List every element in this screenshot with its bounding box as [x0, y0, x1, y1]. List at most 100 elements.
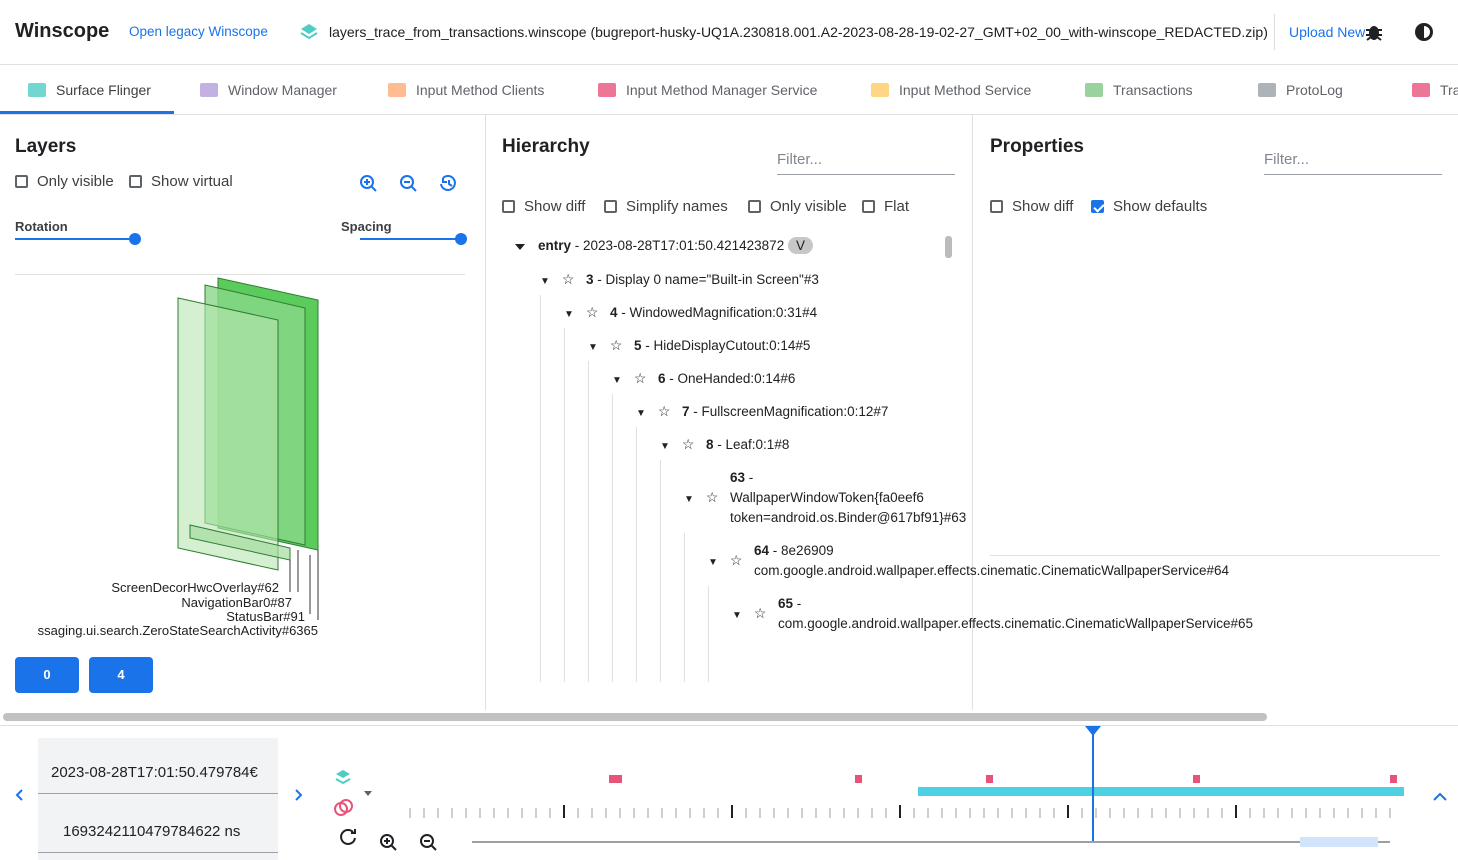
node-id: 64 — [754, 543, 770, 558]
node-icons[interactable]: ▼ ☆ — [708, 552, 743, 568]
tab-divider — [0, 114, 1458, 115]
tab[interactable]: Input Method Clients — [388, 65, 544, 114]
tree-node[interactable]: 3 - Display 0 name="Built-in Screen"#3 — [586, 270, 940, 290]
display-button[interactable]: 4 — [89, 657, 153, 693]
tab-icon — [871, 82, 889, 97]
checkbox[interactable]: Only visible — [748, 198, 847, 215]
view-controls[interactable] — [358, 173, 463, 195]
upload-button[interactable]: Upload New — [1274, 14, 1365, 50]
tab-label: Window Manager — [228, 81, 337, 98]
tab-label: Input Method Manager Service — [626, 81, 818, 98]
layers-3d-view — [177, 277, 319, 620]
checkbox-label: Show diff — [1012, 198, 1074, 215]
timestamp-input[interactable]: 2023-08-28T17:01:50.479784€ — [51, 764, 258, 781]
root-timestamp: - 2023-08-28T17:01:50.421423872 — [574, 238, 785, 253]
tree-node[interactable]: 63 - WallpaperWindowToken{fa0eef6 token=… — [730, 468, 966, 528]
tree-node[interactable]: 8 - Leaf:0:1#8 — [706, 435, 940, 455]
node-icons[interactable]: ▼ ☆ — [588, 337, 623, 353]
tree-guide — [612, 394, 613, 682]
display-button[interactable]: 0 — [15, 657, 79, 693]
tree-clip — [486, 692, 972, 712]
tab[interactable]: Input Method Manager Service — [598, 65, 817, 114]
tree-node[interactable]: 5 - HideDisplayCutout:0:14#5 — [634, 336, 940, 356]
layer-label: StatusBar#91 — [226, 609, 305, 624]
expand-icon[interactable] — [514, 242, 526, 252]
node-name: - FullscreenMagnification:0:12#7 — [693, 404, 889, 419]
tab[interactable]: Tra — [1412, 65, 1458, 114]
sliders[interactable] — [15, 230, 475, 248]
checkbox-label: Only visible — [37, 173, 114, 190]
legacy-link[interactable]: Open legacy Winscope — [129, 24, 268, 39]
node-name: - WallpaperWindowToken{fa0eef6 token=and… — [730, 470, 967, 525]
checkbox[interactable]: Simplify names — [604, 198, 728, 215]
node-icons[interactable]: ▼ ☆ — [540, 271, 575, 287]
node-id: 6 — [658, 371, 666, 386]
tree-node[interactable]: 7 - FullscreenMagnification:0:12#7 — [682, 402, 940, 422]
filter-input[interactable]: Filter... — [777, 151, 955, 175]
slider-label: Rotation — [15, 219, 68, 234]
tab-icon — [200, 82, 218, 97]
checkbox[interactable]: Show defaults — [1091, 198, 1207, 215]
file-name: layers_trace_from_transactions.winscope … — [329, 24, 1268, 40]
checkbox-box — [748, 200, 761, 213]
bug-icon[interactable] — [1364, 22, 1384, 42]
tree-node[interactable]: 64 - 8e26909 com.google.android.wallpape… — [754, 541, 1229, 581]
tree-node[interactable]: 65 - com.google.android.wallpaper.effect… — [778, 594, 1253, 634]
checkbox[interactable]: Show virtual — [129, 173, 233, 190]
tab-label: Input Method Service — [899, 81, 1032, 98]
theme-icon[interactable] — [1413, 21, 1435, 43]
scrollbar[interactable] — [945, 236, 952, 258]
checkbox[interactable]: Show diff — [502, 198, 585, 215]
checkbox-box — [502, 200, 515, 213]
tab[interactable]: Window Manager — [200, 65, 337, 114]
checkbox[interactable]: Show diff — [990, 198, 1073, 215]
tree-root[interactable]: entry - 2023-08-28T17:01:50.421423872 V — [538, 237, 813, 254]
divider — [38, 793, 278, 794]
file-icon — [300, 24, 318, 40]
node-name: - 8e26909 com.google.android.wallpaper.e… — [754, 543, 1229, 578]
node-id: 5 — [634, 338, 642, 353]
node-icons[interactable]: ▼ ☆ — [660, 436, 695, 452]
layer-label: NavigationBar0#87 — [181, 595, 292, 610]
tab-label: Tra — [1440, 81, 1458, 98]
checkbox[interactable]: Only visible — [15, 173, 114, 190]
checkbox[interactable]: Flat — [862, 198, 909, 215]
checkbox-label: Only visible — [770, 198, 847, 215]
tab[interactable]: Transactions — [1085, 65, 1193, 114]
panel-title: Hierarchy — [502, 136, 590, 157]
root-label: entry — [538, 238, 572, 253]
checkbox-box — [1091, 200, 1104, 213]
node-icons[interactable]: ▼ ☆ — [684, 489, 719, 505]
ns-input[interactable]: 1693242110479784622 ns — [63, 823, 241, 840]
tree-guide — [684, 533, 685, 682]
node-name: - com.google.android.wallpaper.effects.c… — [778, 596, 1253, 631]
tree-guide — [660, 460, 661, 682]
node-icons[interactable]: ▼ ☆ — [732, 605, 767, 621]
tab-icon — [1412, 82, 1430, 97]
tree-node[interactable]: 6 - OneHanded:0:14#6 — [658, 369, 940, 389]
tab[interactable]: ProtoLog — [1258, 65, 1343, 114]
tab[interactable]: Input Method Service — [871, 65, 1031, 114]
h-scrollbar[interactable] — [3, 713, 1267, 721]
node-id: 4 — [610, 305, 618, 320]
slider-label: Spacing — [341, 219, 392, 234]
divider — [38, 852, 278, 853]
tree-guide — [564, 328, 565, 682]
divider — [990, 555, 1440, 556]
tab-icon — [598, 82, 616, 97]
node-name: - OneHanded:0:14#6 — [669, 371, 796, 386]
tab[interactable]: Surface Flinger — [28, 65, 151, 114]
panel-title: Layers — [15, 136, 77, 157]
node-icons[interactable]: ▼ ☆ — [636, 403, 671, 419]
tab-label: Transactions — [1113, 81, 1193, 98]
header-divider — [0, 64, 1458, 65]
app-title: Winscope — [15, 20, 110, 42]
layer-label: ScreenDecorHwcOverlay#62 — [111, 580, 279, 595]
checkbox-label: Simplify names — [626, 198, 728, 215]
tree-node[interactable]: 4 - WindowedMagnification:0:31#4 — [610, 303, 940, 323]
node-icons[interactable]: ▼ ☆ — [564, 304, 599, 320]
tree: 3 - Display 0 name="Built-in Screen"#3 ▼ ☆… — [0, 0, 1253, 682]
node-icons[interactable]: ▼ ☆ — [612, 370, 647, 386]
filter-input[interactable]: Filter... — [1264, 151, 1442, 175]
checkbox-box — [129, 175, 142, 188]
